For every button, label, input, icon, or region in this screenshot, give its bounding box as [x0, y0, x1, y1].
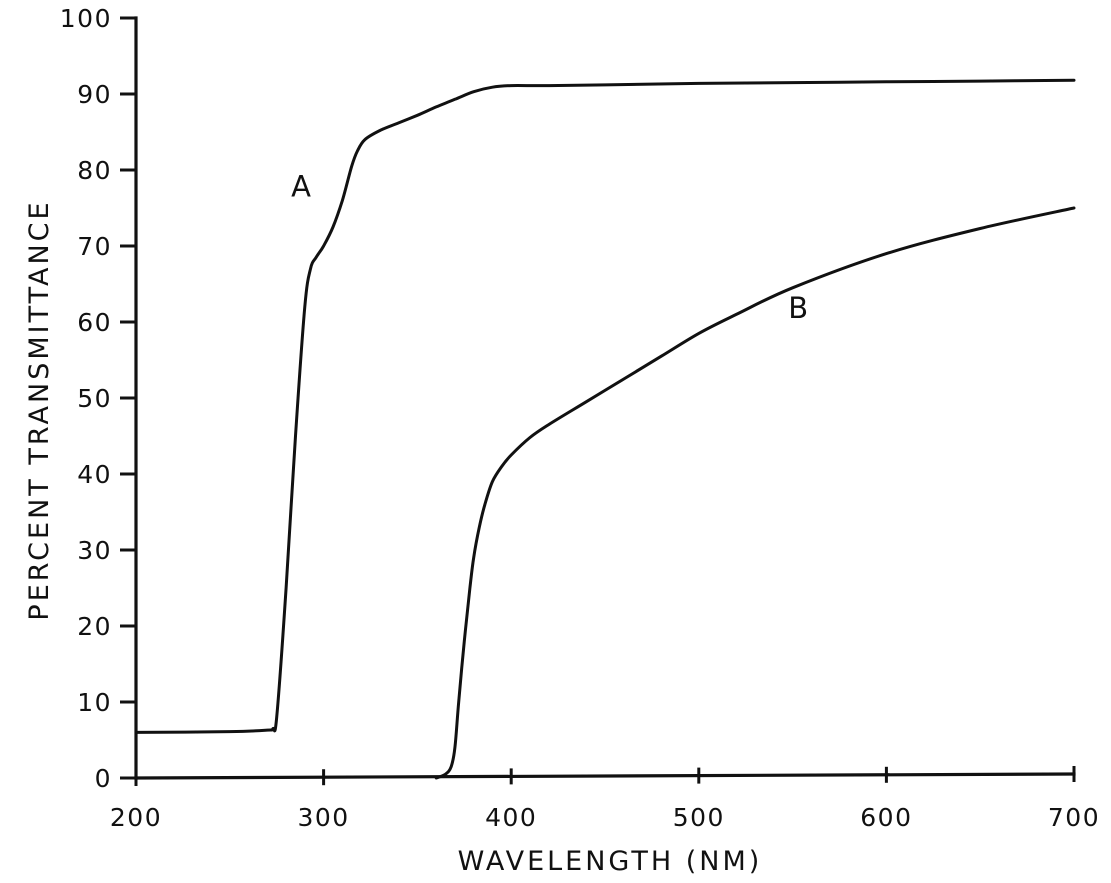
tick-marks — [120, 16, 1076, 786]
x-tick-label: 300 — [297, 803, 349, 832]
y-tick-label: 40 — [77, 460, 112, 489]
y-tick-label: 20 — [77, 612, 112, 641]
x-axis-line — [134, 772, 1076, 780]
x-tick-labels: 200 300 400 500 600 700 — [110, 803, 1100, 832]
series-annotations: AB — [291, 170, 808, 326]
x-tick-label: 600 — [860, 803, 912, 832]
y-tick-label: 80 — [77, 156, 112, 185]
y-tick-label: 100 — [60, 4, 112, 33]
y-tick-label: 70 — [77, 232, 112, 261]
y-axis-title: PERCENT TRANSMITTANCE — [24, 199, 55, 620]
series-a-curve — [134, 78, 1076, 734]
series-curves — [134, 78, 1076, 780]
x-tick-label: 400 — [485, 803, 537, 832]
x-tick-label: 700 — [1048, 803, 1100, 832]
y-tick-label: 50 — [77, 384, 112, 413]
y-tick-label: 90 — [77, 80, 112, 109]
series-label-b: B — [788, 291, 808, 325]
series-b-curve — [434, 206, 1076, 780]
x-axis-title: WAVELENGTH (NM) — [458, 846, 763, 877]
y-tick-label: 30 — [77, 536, 112, 565]
y-tick-label: 0 — [95, 764, 112, 793]
series-label-a: A — [291, 170, 311, 204]
y-tick-label: 10 — [77, 688, 112, 717]
axes — [134, 16, 1076, 780]
x-tick-label: 500 — [673, 803, 725, 832]
x-tick-label: 200 — [110, 803, 162, 832]
y-tick-label: 60 — [77, 308, 112, 337]
y-tick-labels: 0 10 20 30 40 50 60 70 80 90 100 — [60, 4, 112, 793]
